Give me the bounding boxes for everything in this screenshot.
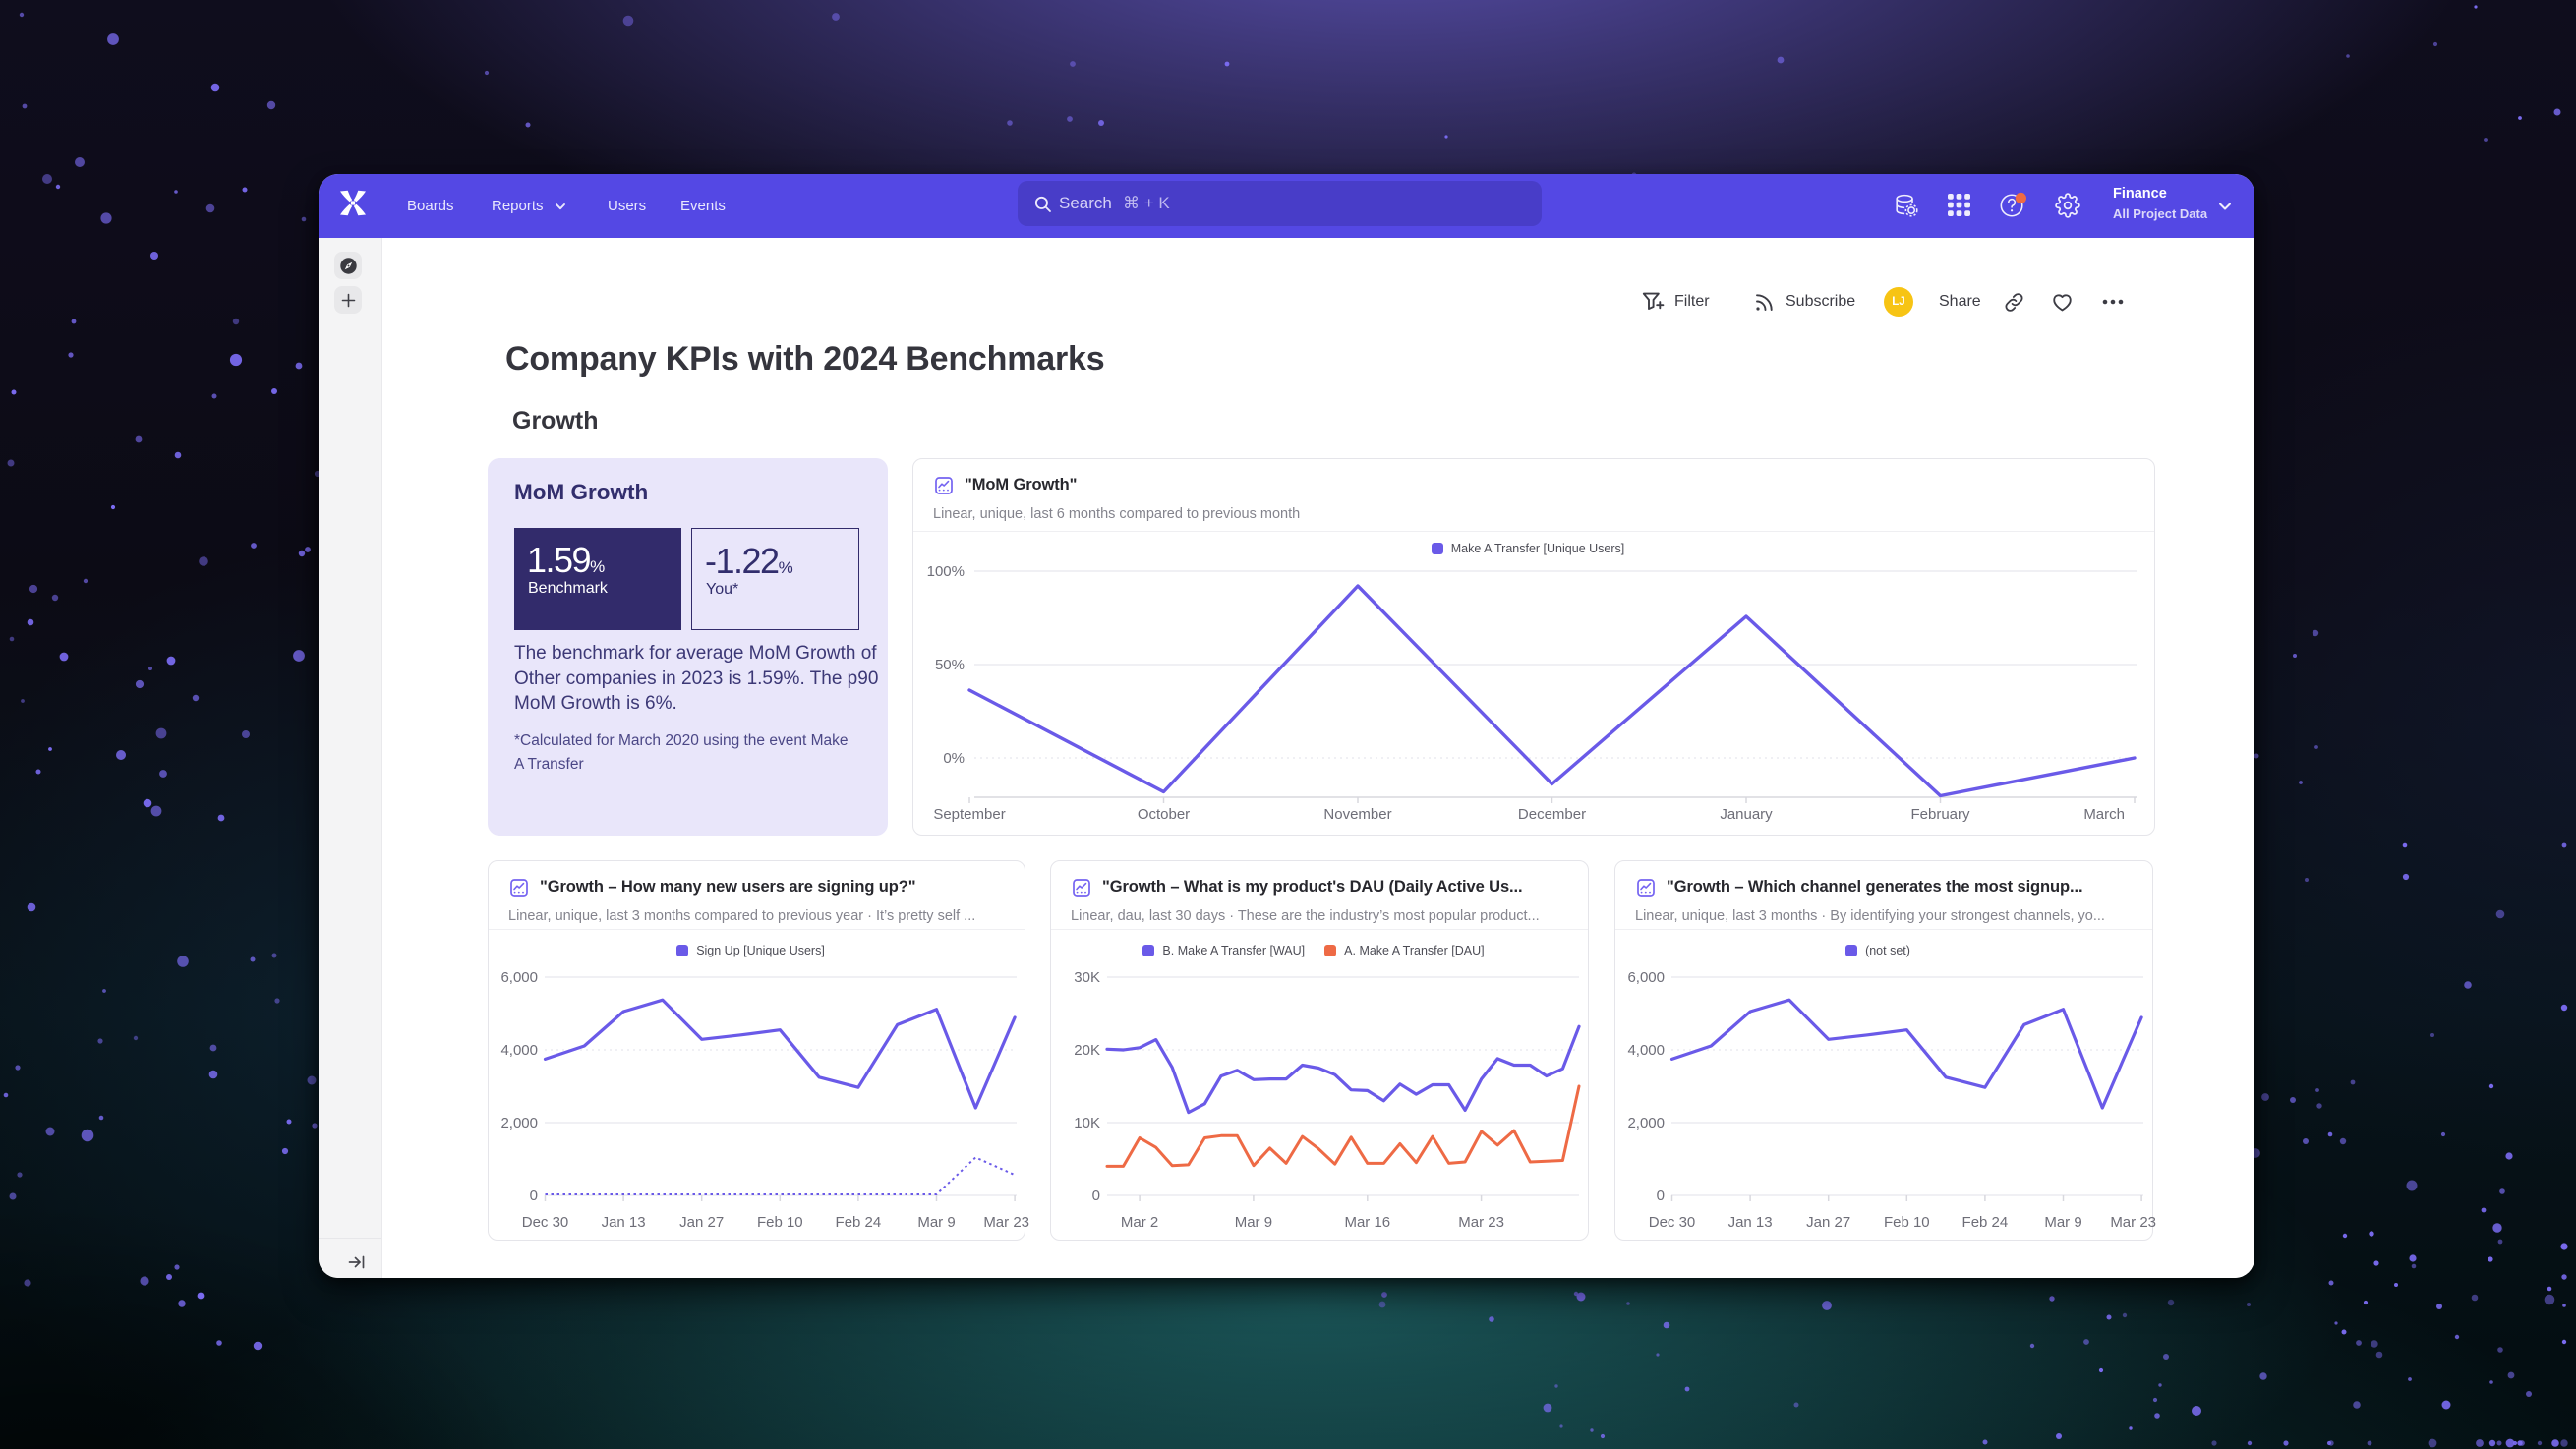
svg-text:100%: 100% xyxy=(927,563,965,580)
svg-text:4,000: 4,000 xyxy=(1627,1042,1665,1059)
svg-text:50%: 50% xyxy=(935,657,965,673)
svg-text:Jan 13: Jan 13 xyxy=(1728,1214,1773,1231)
svg-text:Dec 30: Dec 30 xyxy=(1649,1214,1696,1231)
svg-text:Feb 10: Feb 10 xyxy=(1884,1214,1930,1231)
svg-text:March: March xyxy=(2083,806,2125,823)
svg-text:6,000: 6,000 xyxy=(500,969,538,986)
svg-text:Dec 30: Dec 30 xyxy=(522,1214,569,1231)
svg-text:2,000: 2,000 xyxy=(500,1115,538,1131)
svg-text:Mar 23: Mar 23 xyxy=(1458,1214,1504,1231)
svg-text:December: December xyxy=(1518,806,1586,823)
svg-text:Mar 23: Mar 23 xyxy=(2110,1214,2156,1231)
svg-text:January: January xyxy=(1720,806,1773,823)
svg-text:Mar 16: Mar 16 xyxy=(1344,1214,1390,1231)
svg-text:30K: 30K xyxy=(1074,969,1100,986)
svg-text:Mar 9: Mar 9 xyxy=(917,1214,955,1231)
svg-text:Jan 13: Jan 13 xyxy=(602,1214,646,1231)
svg-text:Feb 10: Feb 10 xyxy=(757,1214,803,1231)
svg-text:0: 0 xyxy=(530,1188,538,1204)
svg-text:November: November xyxy=(1323,806,1391,823)
svg-text:Jan 27: Jan 27 xyxy=(679,1214,724,1231)
svg-text:2,000: 2,000 xyxy=(1627,1115,1665,1131)
svg-text:0: 0 xyxy=(1092,1188,1100,1204)
svg-text:6,000: 6,000 xyxy=(1627,969,1665,986)
svg-text:Mar 9: Mar 9 xyxy=(2044,1214,2081,1231)
svg-text:0: 0 xyxy=(1657,1188,1665,1204)
svg-text:Feb 24: Feb 24 xyxy=(836,1214,882,1231)
svg-text:Jan 27: Jan 27 xyxy=(1806,1214,1850,1231)
svg-text:October: October xyxy=(1138,806,1190,823)
svg-text:20K: 20K xyxy=(1074,1042,1100,1059)
svg-text:Mar 9: Mar 9 xyxy=(1235,1214,1272,1231)
svg-text:10K: 10K xyxy=(1074,1115,1100,1131)
svg-text:0%: 0% xyxy=(943,750,965,767)
svg-text:Feb 24: Feb 24 xyxy=(1962,1214,2009,1231)
svg-text:September: September xyxy=(933,806,1005,823)
svg-text:February: February xyxy=(1910,806,1970,823)
svg-text:4,000: 4,000 xyxy=(500,1042,538,1059)
svg-text:Mar 23: Mar 23 xyxy=(983,1214,1029,1231)
svg-text:Mar 2: Mar 2 xyxy=(1121,1214,1158,1231)
